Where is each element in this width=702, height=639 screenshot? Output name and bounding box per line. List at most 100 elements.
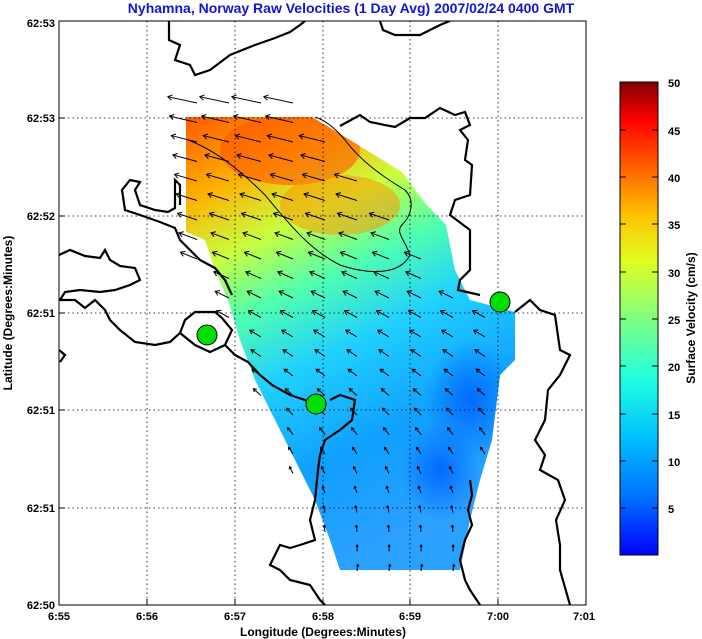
velocity-arrow (320, 446, 326, 455)
y-tick-label: 62:52 (27, 211, 55, 223)
x-tick-label: 6:56 (136, 611, 158, 623)
velocity-arrow (408, 310, 422, 318)
velocity-arrow (285, 388, 294, 396)
velocity-arrow (250, 349, 262, 357)
velocity-arrow (253, 388, 262, 396)
velocity-arrow-head (279, 309, 286, 316)
velocity-arrow-head (179, 250, 186, 257)
velocity-arrow (239, 193, 262, 201)
velocity-arrow (312, 310, 326, 318)
velocity-arrow (245, 271, 262, 279)
velocity-arrow-head (280, 329, 287, 335)
velocity-arrow (376, 310, 390, 318)
velocity-arrow-head (176, 211, 183, 218)
velocity-arrow-head (440, 329, 447, 335)
velocity-arrow-head (408, 329, 415, 335)
velocity-arrow-head (267, 153, 274, 160)
velocity-arrow (409, 329, 422, 338)
velocity-arrow-head (207, 192, 213, 199)
velocity-arrow-head (406, 290, 413, 296)
velocity-arrow-head (419, 543, 423, 548)
velocity-arrow (299, 135, 326, 143)
velocity-arrow (477, 388, 486, 396)
velocity-arrow-head (198, 94, 205, 101)
velocity-arrow-head (386, 504, 390, 509)
velocity-arrow (419, 525, 422, 533)
velocity-arrow (342, 290, 358, 299)
velocity-arrow (180, 251, 198, 260)
velocity-arrow (317, 388, 326, 396)
velocity-arrow (349, 388, 358, 396)
velocity-arrow (281, 329, 294, 338)
velocity-arrow-head (350, 426, 355, 431)
colorbar-tick-label: 45 (668, 126, 680, 138)
velocity-arrow-head (476, 388, 481, 393)
velocity-arrow (244, 251, 262, 260)
station-west-marker[interactable] (196, 324, 218, 346)
velocity-arrow (274, 232, 294, 240)
velocity-arrow (203, 135, 230, 143)
velocity-arrow (271, 193, 294, 201)
velocity-arrow (351, 427, 358, 435)
velocity-arrow (474, 349, 486, 357)
velocity-arrow (356, 564, 359, 572)
velocity-arrow-head (442, 349, 448, 354)
velocity-arrow-head (338, 231, 344, 238)
velocity-arrow-head (450, 524, 455, 528)
velocity-arrow-head (335, 192, 341, 199)
velocity-arrow-head (385, 485, 389, 489)
velocity-arrow (418, 486, 422, 494)
velocity-arrow-head (175, 192, 181, 199)
velocity-arrow (214, 290, 230, 299)
velocity-arrow (405, 271, 422, 279)
velocity-arrow (385, 466, 390, 474)
velocity-arrow-head (420, 563, 424, 567)
velocity-arrow (282, 349, 294, 357)
velocity-arrow (321, 466, 326, 474)
velocity-arrow-head (480, 446, 484, 451)
station-east-marker[interactable] (489, 291, 511, 313)
velocity-arrow-head (239, 192, 245, 199)
velocity-arrow-head (471, 309, 478, 316)
velocity-arrow-head (339, 250, 346, 257)
velocity-arrow-head (340, 270, 347, 277)
velocity-arrow (172, 154, 198, 162)
velocity-arrow-head (298, 133, 305, 140)
velocity-arrow (386, 486, 390, 494)
velocity-arrow (346, 349, 358, 357)
velocity-arrow (334, 173, 358, 182)
velocity-arrow-head (475, 368, 481, 374)
velocity-arrow-head (354, 504, 358, 509)
velocity-arrow-head (205, 172, 212, 179)
velocity-arrow-head (168, 113, 175, 121)
velocity-arrow-head (449, 485, 453, 489)
velocity-arrow (438, 290, 454, 299)
velocity-arrow-head (264, 113, 271, 121)
velocity-arrow-head (251, 368, 257, 374)
y-tick-label: 62:51 (27, 308, 55, 320)
velocity-arrow-head (404, 270, 411, 277)
velocity-arrow (204, 154, 230, 162)
x-tick-label: 6:59 (399, 611, 421, 623)
velocity-arrow (452, 564, 455, 572)
velocity-arrow-head (378, 349, 384, 354)
station-south-marker[interactable] (305, 393, 327, 415)
colorbar-tick-label: 15 (668, 410, 680, 422)
velocity-arrow (283, 368, 294, 377)
velocity-arrow (306, 232, 326, 240)
velocity-arrow (300, 154, 326, 162)
velocity-arrow (210, 232, 230, 240)
velocity-arrow-head (352, 446, 356, 451)
velocity-arrow (263, 96, 294, 104)
grid (59, 21, 586, 605)
velocity-arrow (345, 329, 358, 338)
velocity-arrow (442, 349, 454, 357)
velocity-arrow (315, 368, 326, 377)
velocity-arrow-head (379, 368, 385, 374)
velocity-arrow-head (418, 524, 423, 528)
velocity-arrow-head (315, 368, 321, 374)
velocity-arrow (213, 271, 230, 279)
velocity-arrow-head (212, 270, 219, 277)
velocity-arrow (303, 193, 326, 201)
velocity-arrow-head (301, 172, 308, 179)
